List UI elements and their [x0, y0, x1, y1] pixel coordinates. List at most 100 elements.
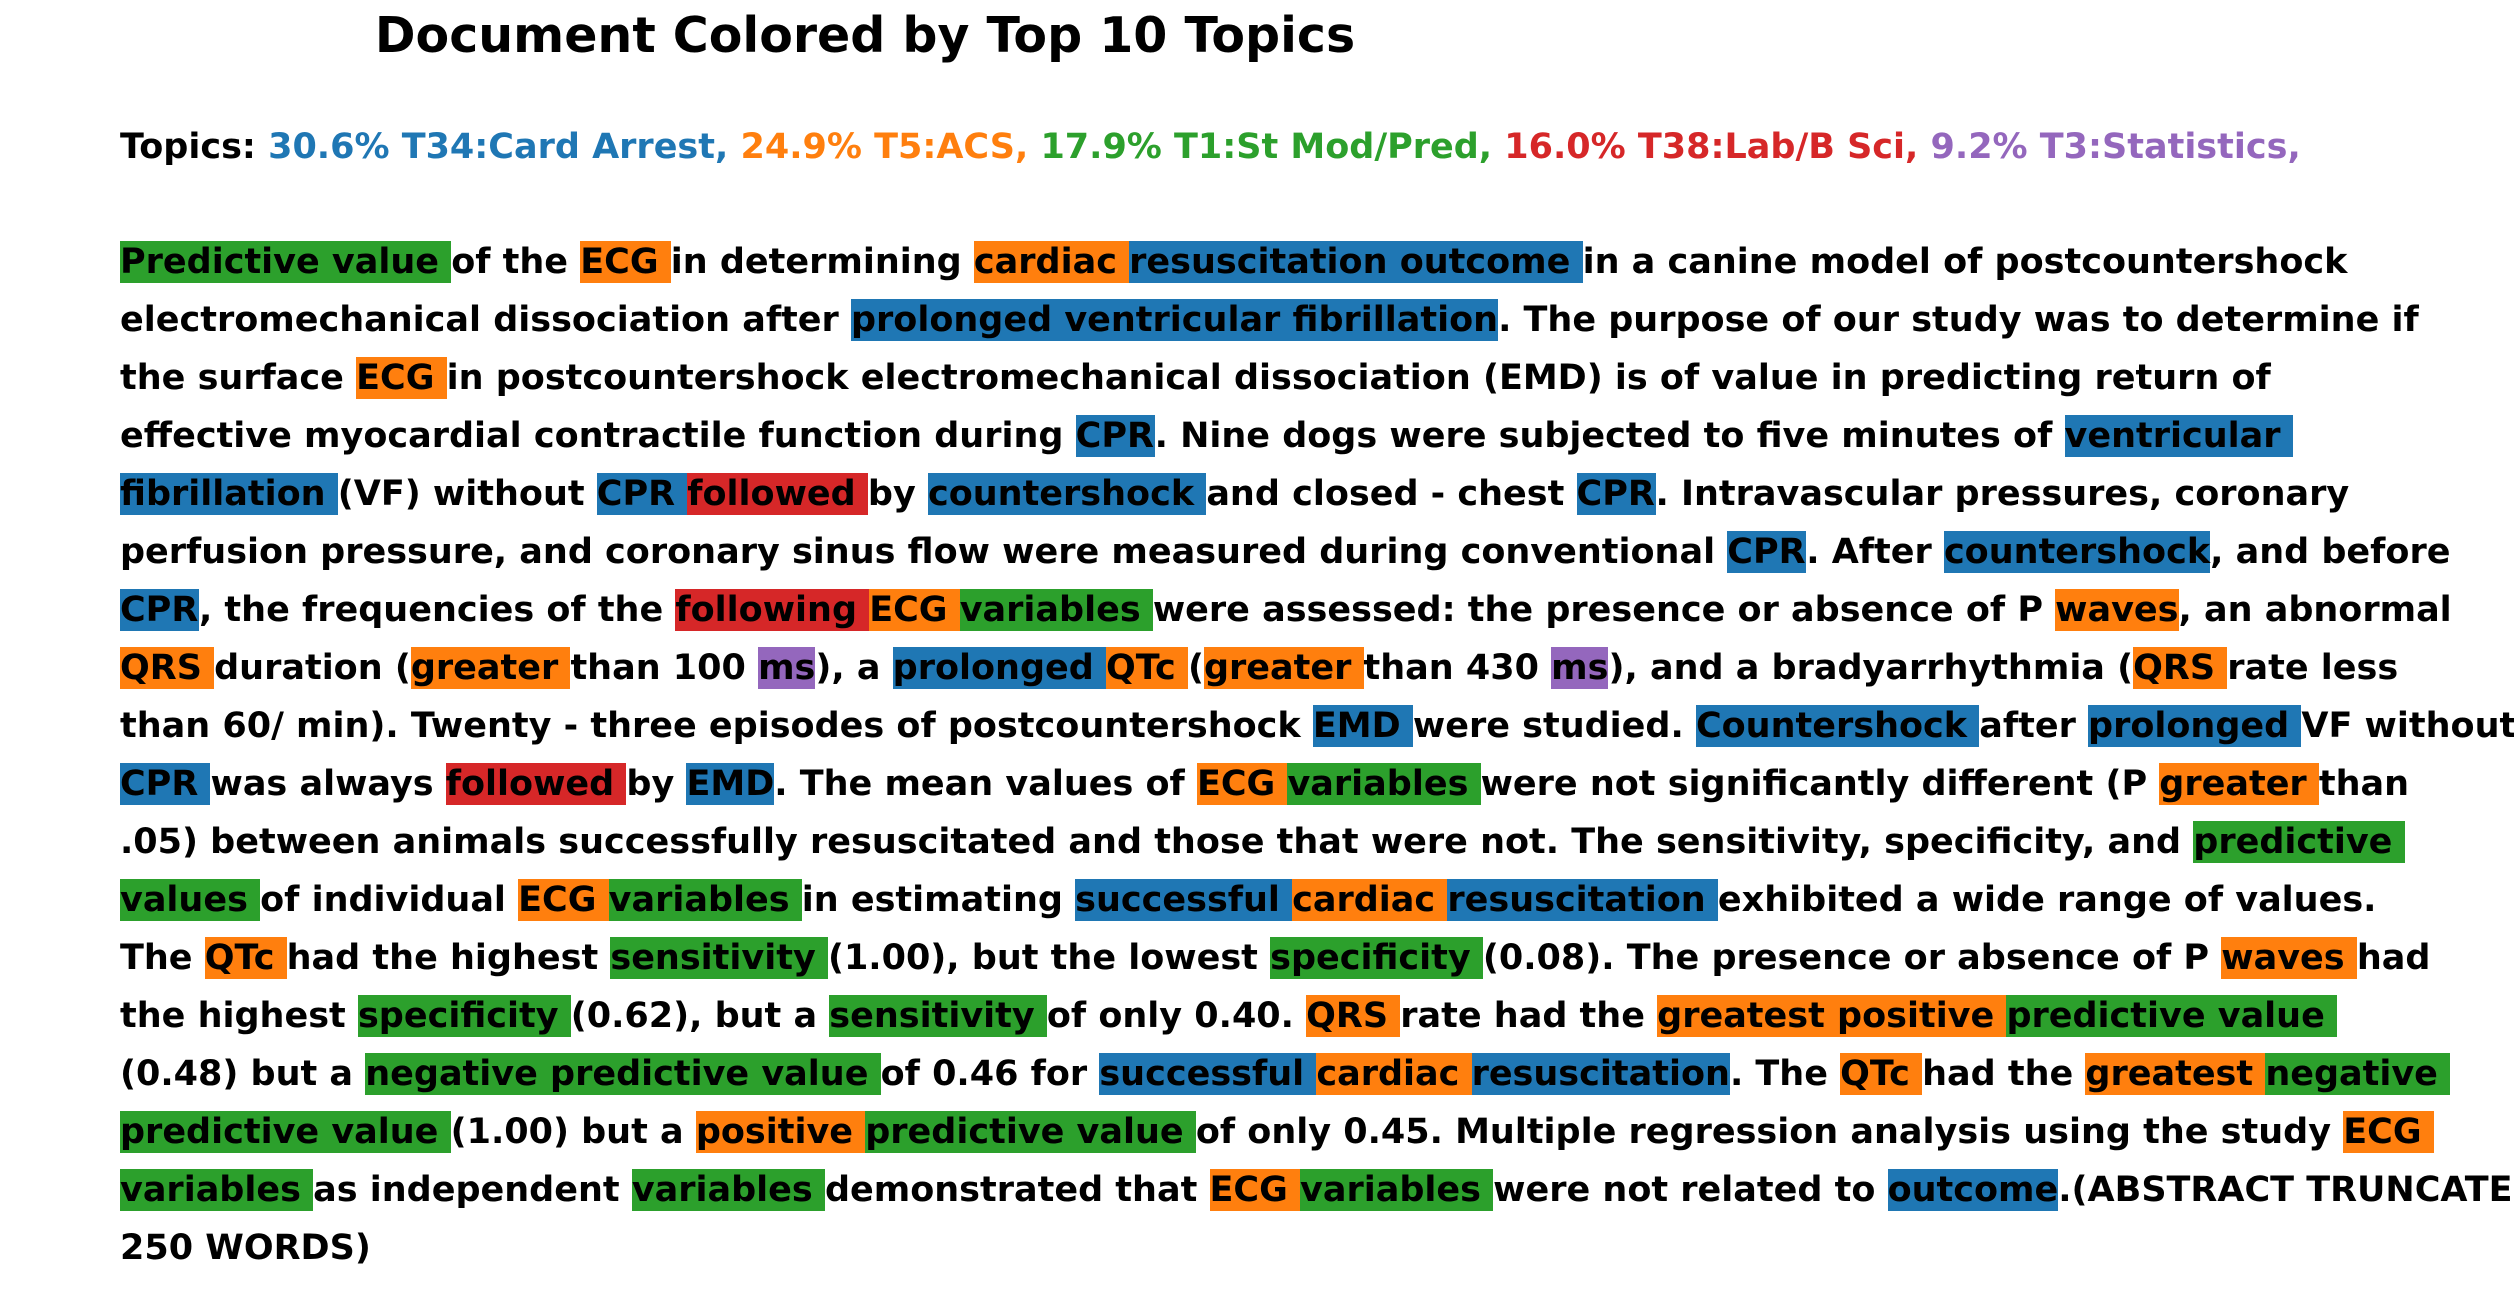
legend-item: 30.6% T34:Card Arrest, [268, 127, 729, 167]
plain-text: . After [1806, 532, 1944, 572]
text-line: values of individual ECG variables in es… [120, 871, 2510, 929]
plain-text: (0.08). The presence or absence of P [1482, 938, 2222, 978]
topic-highlight-blue: EMD [686, 763, 775, 805]
topic-highlight-blue: resuscitation outcome [1129, 241, 1583, 283]
topic-highlight-orange: greater [410, 647, 571, 689]
topic-highlight-orange: waves [2221, 937, 2357, 979]
topic-highlight-blue: Countershock [1695, 705, 1980, 747]
text-line: effective myocardial contractile functio… [120, 407, 2510, 465]
topic-highlight-purple: ms [758, 647, 816, 689]
plain-text: were assessed: the presence or absence o… [1152, 590, 2056, 630]
plain-text: the surface [120, 358, 357, 398]
topic-highlight-red: following [675, 589, 870, 631]
text-line: predictive value (1.00) but a positive p… [120, 1103, 2510, 1161]
text-line: variables as independent variables demon… [120, 1161, 2514, 1219]
topic-highlight-blue: successful [1099, 1053, 1317, 1095]
topic-highlight-orange: ECG [518, 879, 609, 921]
topic-highlight-blue: successful [1075, 879, 1293, 921]
topic-highlight-green: variables [631, 1169, 825, 1211]
plain-text: had the highest [286, 938, 611, 978]
plain-text: and closed - chest [1206, 474, 1577, 514]
topic-highlight-green: negative predictive value [365, 1053, 881, 1095]
topic-highlight-blue: CPR [1576, 473, 1656, 515]
plain-text: than 430 [1363, 648, 1552, 688]
plain-text: ), and a bradyarrhythmia ( [1608, 648, 2134, 688]
plain-text: exhibited a wide range of values. [1717, 880, 2377, 920]
plain-text: , the frequencies of the [198, 590, 676, 630]
plain-text: . Nine dogs were subjected to five minut… [1154, 416, 2065, 456]
text-line: perfusion pressure, and coronary sinus f… [120, 523, 2510, 581]
topic-highlight-orange: ECG [869, 589, 960, 631]
text-line: the highest specificity (0.62), but a se… [120, 987, 2510, 1045]
plain-text: .(ABSTRACT TRUNCATED AT [2058, 1170, 2514, 1210]
plain-text: were studied. [1412, 706, 1696, 746]
topic-highlight-orange: greatest positive [1657, 995, 2007, 1037]
topic-highlight-blue: resuscitation [1471, 1053, 1730, 1095]
topic-highlight-orange: cardiac [973, 241, 1130, 283]
plain-text: in estimating [801, 880, 1076, 920]
topic-highlight-green: predictive value [865, 1111, 1196, 1153]
plain-text: as independent [313, 1170, 632, 1210]
legend-item: 24.9% T5:ACS, [740, 127, 1029, 167]
plain-text: of individual [260, 880, 519, 920]
topic-highlight-orange: greater [2159, 763, 2319, 805]
plain-text: the highest [120, 996, 358, 1036]
text-line: the surface ECG in postcountershock elec… [120, 349, 2510, 407]
topic-highlight-blue: fibrillation [120, 473, 338, 515]
text-line: The QTc had the highest sensitivity (1.0… [120, 929, 2510, 987]
plain-text: . Intravascular pressures, coronary [1655, 474, 2350, 514]
plain-text: , and before [2210, 532, 2451, 572]
page-title: Document Colored by Top 10 Topics [374, 7, 1356, 64]
plain-text: . The [1729, 1054, 1841, 1094]
topic-highlight-green: predictive [2193, 821, 2405, 863]
plain-text: VF without [2301, 706, 2514, 746]
topic-highlight-green: specificity [1270, 937, 1483, 979]
legend-item: 17.9% T1:St Mod/Pred, [1040, 127, 1493, 167]
text-line: Predictive value of the ECG in determini… [120, 233, 2510, 291]
topic-highlight-orange: greater [1203, 647, 1364, 689]
topic-highlight-blue: resuscitation [1447, 879, 1718, 921]
topic-highlight-orange: QTc [204, 937, 287, 979]
topic-highlight-orange: greatest [2085, 1053, 2266, 1095]
plain-text: of 0.46 for [880, 1054, 1100, 1094]
topic-highlight-green: values [120, 879, 261, 921]
plain-text: effective myocardial contractile functio… [120, 416, 1076, 456]
plain-text: were not significantly different (P [1480, 764, 2160, 804]
topic-highlight-green: variables [1287, 763, 1481, 805]
plain-text: rate had the [1400, 996, 1658, 1036]
plain-text: (0.62), but a [570, 996, 830, 1036]
topic-highlight-blue: prolonged [2088, 705, 2302, 747]
topic-highlight-orange: ECG [580, 241, 671, 283]
legend-label: Topics: [120, 127, 256, 167]
legend-item: 9.2% T3:Statistics, [1930, 127, 2301, 167]
topic-highlight-blue: ventricular [2064, 415, 2293, 457]
topic-highlight-orange: cardiac [1292, 879, 1448, 921]
text-line: electromechanical dissociation after pro… [120, 291, 2510, 349]
plain-text: had the [1922, 1054, 2086, 1094]
document-text: Predictive value of the ECG in determini… [120, 233, 2514, 1277]
topic-highlight-green: variables [120, 1169, 314, 1211]
plain-text: 250 WORDS) [120, 1228, 371, 1268]
topic-highlight-green: Predictive value [120, 241, 452, 283]
topic-highlight-purple: ms [1551, 647, 1609, 689]
topic-highlight-orange: ECG [356, 357, 447, 399]
topic-highlight-orange: cardiac [1316, 1053, 1472, 1095]
plain-text: of the [451, 242, 581, 282]
topic-highlight-orange: QRS [2133, 647, 2228, 689]
topic-highlight-green: variables [959, 589, 1153, 631]
plain-text: by [626, 764, 687, 804]
topic-legend: Topics: 30.6% T34:Card Arrest, 24.9% T5:… [120, 121, 2301, 173]
plain-text: electromechanical dissociation after [120, 300, 851, 340]
plain-text: of only 0.40. [1046, 996, 1307, 1036]
plain-text: demonstrated that [824, 1170, 1210, 1210]
plain-text: of only 0.45. Multiple regression analys… [1195, 1112, 2344, 1152]
topic-highlight-blue: CPR [1075, 415, 1155, 457]
topic-highlight-green: variables [608, 879, 802, 921]
text-line: (0.48) but a negative predictive value o… [120, 1045, 2510, 1103]
plain-text: were not related to [1493, 1170, 1888, 1210]
plain-text: The [120, 938, 205, 978]
topic-highlight-blue: outcome [1887, 1169, 2059, 1211]
legend-item: 16.0% T38:Lab/B Sci, [1504, 127, 1919, 167]
plain-text: . The mean values of [774, 764, 1197, 804]
topic-highlight-orange: ECG [1196, 763, 1288, 805]
